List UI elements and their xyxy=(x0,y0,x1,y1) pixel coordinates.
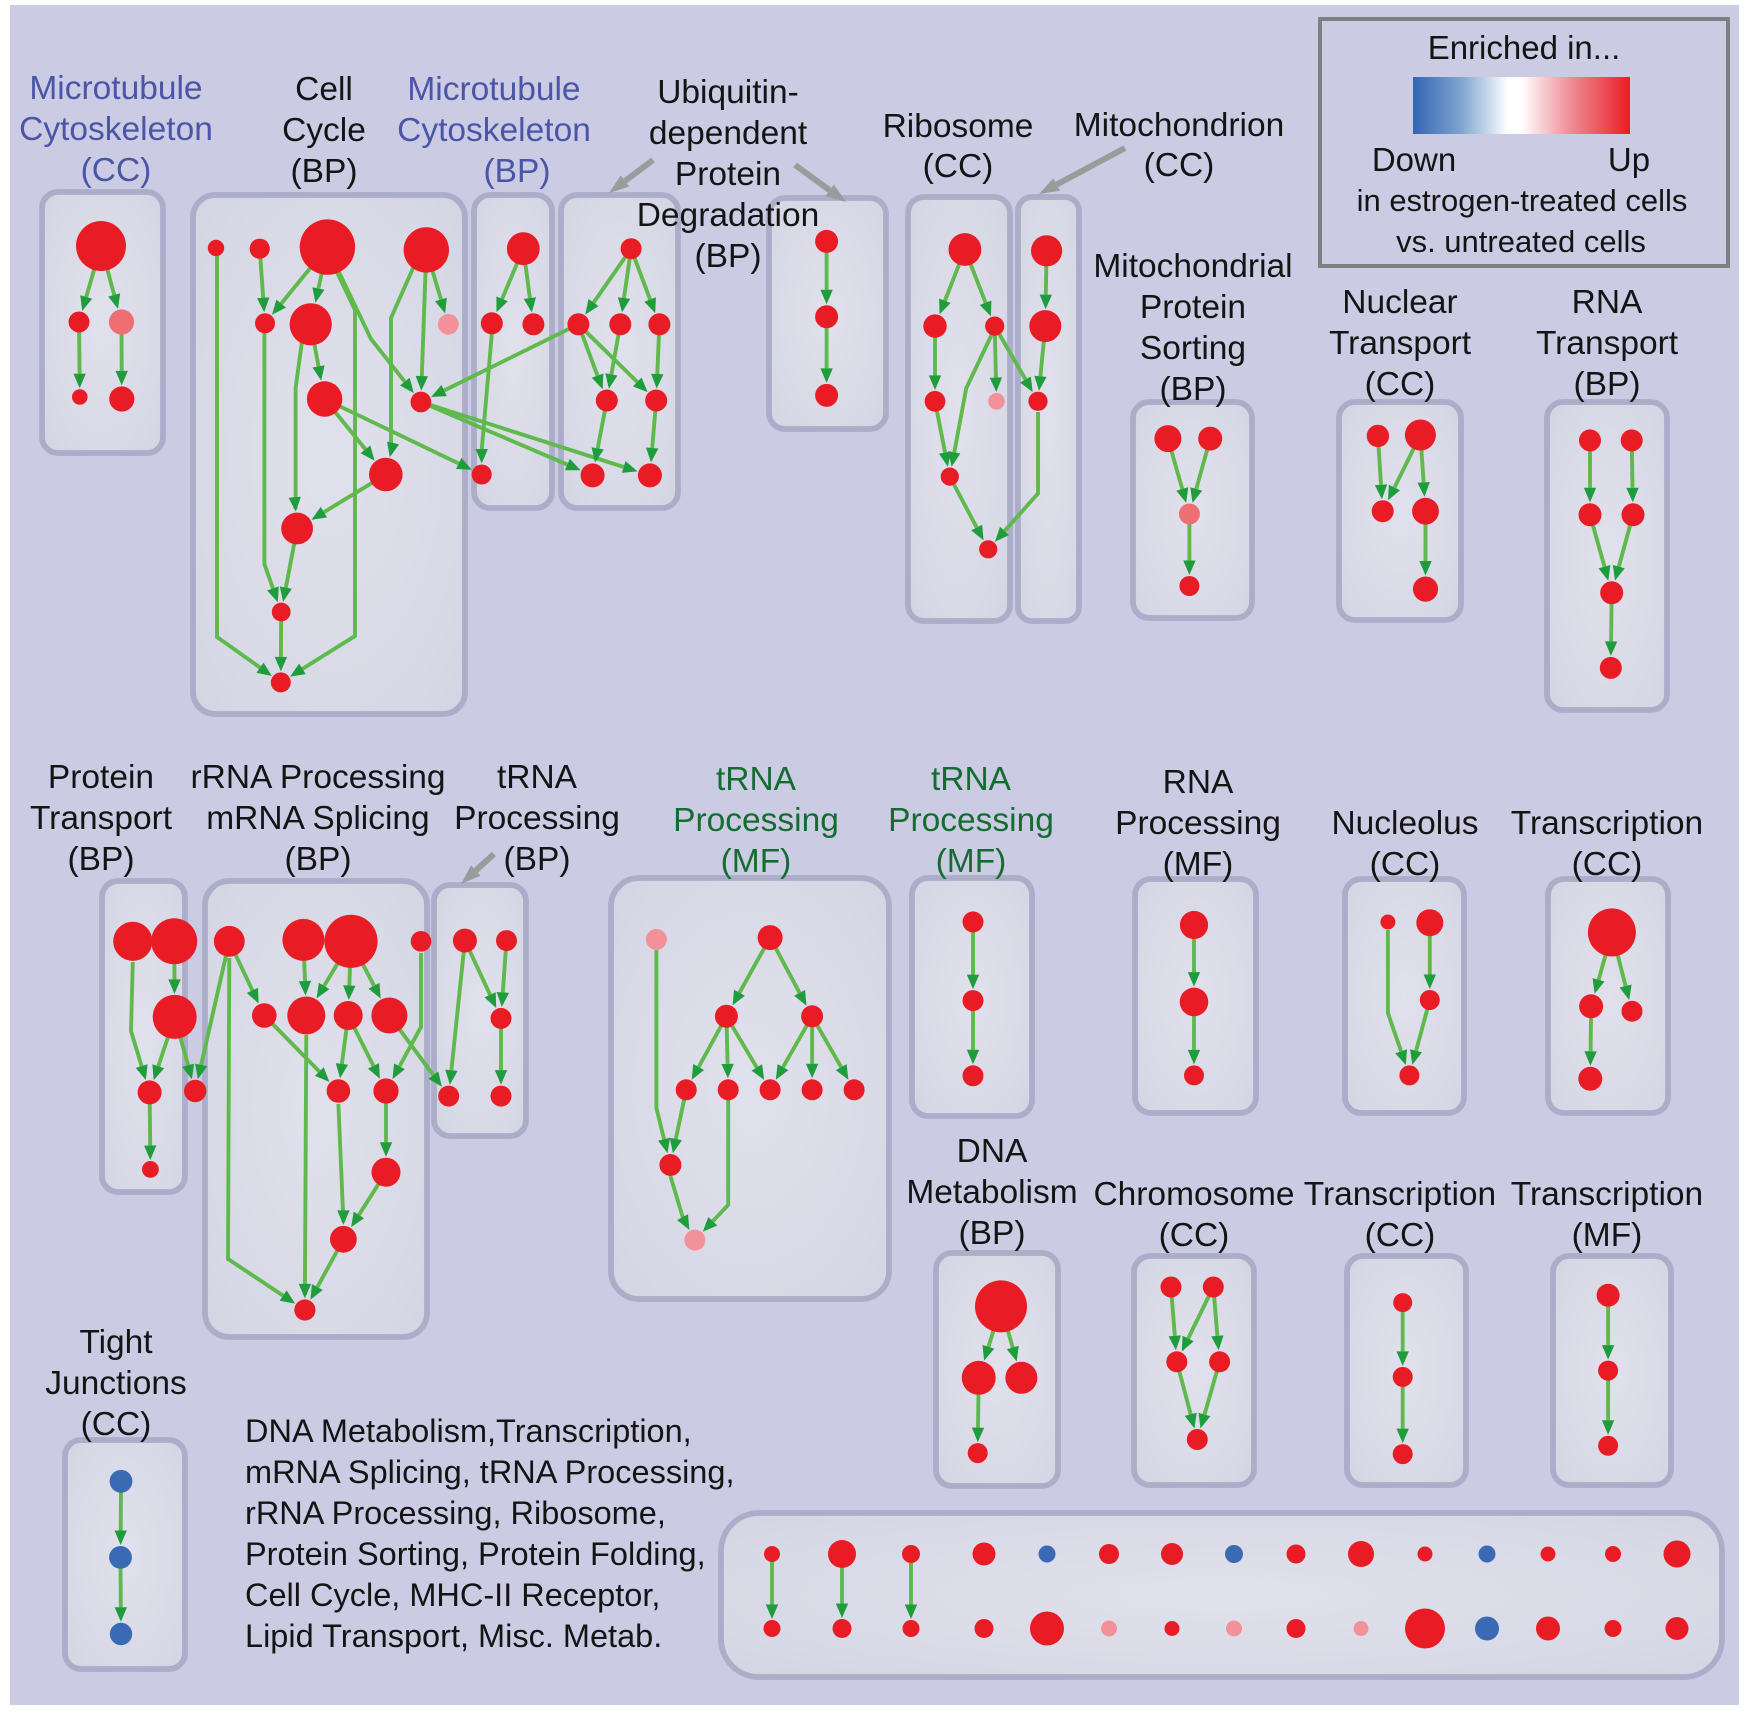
svg-text:(BP): (BP) xyxy=(68,841,135,878)
svg-text:Nucleolus: Nucleolus xyxy=(1331,805,1478,842)
svg-text:(CC): (CC) xyxy=(81,152,152,189)
svg-text:mRNA Splicing, tRNA Processing: mRNA Splicing, tRNA Processing, xyxy=(245,1454,734,1490)
svg-text:mRNA Splicing: mRNA Splicing xyxy=(206,800,429,837)
svg-text:Junctions: Junctions xyxy=(45,1365,187,1402)
svg-text:Chromosome: Chromosome xyxy=(1093,1176,1294,1213)
svg-text:(MF): (MF) xyxy=(721,843,792,880)
svg-text:tRNA: tRNA xyxy=(931,761,1012,798)
svg-text:(CC): (CC) xyxy=(1370,846,1441,883)
svg-text:(BP): (BP) xyxy=(285,841,352,878)
svg-text:(MF): (MF) xyxy=(1572,1217,1643,1254)
svg-text:Cell: Cell xyxy=(295,71,353,108)
svg-text:Transcription: Transcription xyxy=(1511,805,1703,842)
svg-text:Cytoskeleton: Cytoskeleton xyxy=(397,112,591,149)
svg-text:vs. untreated cells: vs. untreated cells xyxy=(1396,224,1646,259)
svg-text:RNA: RNA xyxy=(1572,284,1643,321)
svg-text:Ribosome: Ribosome xyxy=(883,108,1034,145)
svg-text:Cell Cycle, MHC-II Receptor,: Cell Cycle, MHC-II Receptor, xyxy=(245,1577,660,1613)
svg-text:(BP): (BP) xyxy=(484,153,551,190)
svg-text:Transcription: Transcription xyxy=(1511,1176,1703,1213)
svg-text:Mitochondrion: Mitochondrion xyxy=(1074,107,1284,144)
svg-text:tRNA: tRNA xyxy=(497,759,578,796)
svg-text:(CC): (CC) xyxy=(923,148,994,185)
svg-text:(MF): (MF) xyxy=(936,843,1007,880)
svg-text:DNA Metabolism,Transcription,: DNA Metabolism,Transcription, xyxy=(245,1413,692,1449)
svg-text:Transport: Transport xyxy=(1329,325,1472,362)
svg-text:(CC): (CC) xyxy=(1365,1217,1436,1254)
svg-text:rRNA Processing: rRNA Processing xyxy=(190,759,445,796)
svg-text:Processing: Processing xyxy=(1115,805,1281,842)
svg-text:Transport: Transport xyxy=(1536,325,1679,362)
svg-text:(MF): (MF) xyxy=(1163,846,1234,883)
svg-text:(BP): (BP) xyxy=(504,841,571,878)
svg-text:Microtubule: Microtubule xyxy=(29,70,202,107)
svg-text:Down: Down xyxy=(1372,141,1456,178)
svg-text:(CC): (CC) xyxy=(1144,147,1215,184)
svg-text:Metabolism: Metabolism xyxy=(906,1174,1077,1211)
svg-text:dependent: dependent xyxy=(649,115,808,152)
svg-text:(CC): (CC) xyxy=(1572,846,1643,883)
svg-text:(CC): (CC) xyxy=(81,1406,152,1443)
svg-text:(BP): (BP) xyxy=(1574,366,1641,403)
svg-text:Nuclear: Nuclear xyxy=(1342,284,1457,321)
svg-text:(BP): (BP) xyxy=(291,153,358,190)
svg-text:Sorting: Sorting xyxy=(1140,330,1246,367)
svg-text:Protein: Protein xyxy=(675,156,781,193)
svg-text:(BP): (BP) xyxy=(959,1215,1026,1252)
svg-text:(BP): (BP) xyxy=(695,238,762,275)
svg-text:(CC): (CC) xyxy=(1365,366,1436,403)
svg-text:DNA: DNA xyxy=(957,1133,1028,1170)
svg-text:Protein: Protein xyxy=(48,759,154,796)
svg-text:Protein: Protein xyxy=(1140,289,1246,326)
svg-text:(BP): (BP) xyxy=(1160,371,1227,408)
svg-text:Tight: Tight xyxy=(79,1324,153,1361)
svg-text:Mitochondrial: Mitochondrial xyxy=(1093,248,1292,285)
svg-text:Degradation: Degradation xyxy=(637,197,820,234)
svg-text:Enriched in...: Enriched in... xyxy=(1428,29,1621,66)
svg-text:Cycle: Cycle xyxy=(282,112,366,149)
svg-text:tRNA: tRNA xyxy=(716,761,797,798)
svg-text:Microtubule: Microtubule xyxy=(407,71,580,108)
svg-text:Up: Up xyxy=(1608,141,1650,178)
svg-text:Lipid Transport, Misc. Metab.: Lipid Transport, Misc. Metab. xyxy=(245,1618,662,1654)
svg-text:(CC): (CC) xyxy=(1159,1217,1230,1254)
svg-text:Processing: Processing xyxy=(673,802,839,839)
svg-text:Processing: Processing xyxy=(454,800,620,837)
svg-text:Transcription: Transcription xyxy=(1304,1176,1496,1213)
svg-text:rRNA Processing, Ribosome,: rRNA Processing, Ribosome, xyxy=(245,1495,666,1531)
svg-text:Protein Sorting, Protein Foldi: Protein Sorting, Protein Folding, xyxy=(245,1536,706,1572)
svg-text:Processing: Processing xyxy=(888,802,1054,839)
svg-text:RNA: RNA xyxy=(1163,764,1234,801)
svg-text:Cytoskeleton: Cytoskeleton xyxy=(19,111,213,148)
svg-text:Transport: Transport xyxy=(30,800,173,837)
svg-text:in estrogen-treated cells: in estrogen-treated cells xyxy=(1357,183,1688,218)
svg-text:Ubiquitin-: Ubiquitin- xyxy=(657,74,799,111)
